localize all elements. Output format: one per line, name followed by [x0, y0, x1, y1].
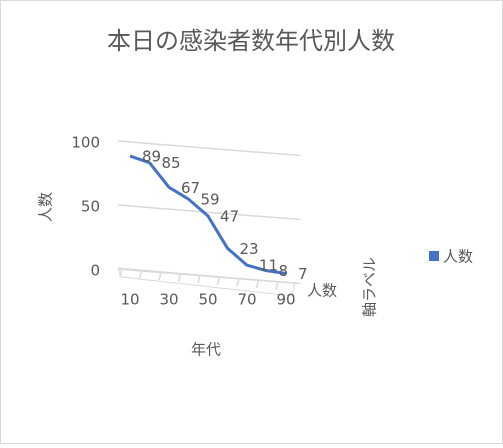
x-tick	[275, 281, 279, 290]
data-label: 89	[142, 148, 161, 166]
data-label: 59	[201, 191, 220, 209]
x-tick-label: 90	[276, 291, 295, 309]
grid-line	[117, 140, 301, 157]
data-label: 85	[162, 154, 181, 172]
x-tick-label: 10	[120, 291, 139, 309]
legend-label: 人数	[443, 248, 473, 266]
data-label: 67	[181, 179, 200, 197]
y-tick-label: 50	[81, 198, 100, 216]
depth-tick-label: 人数	[307, 282, 337, 300]
x-tick	[158, 271, 162, 281]
data-label: 23	[240, 240, 259, 258]
x-tick	[216, 276, 221, 285]
data-label: 47	[220, 208, 239, 226]
y-tick-label: 100	[71, 134, 100, 152]
grid-line	[117, 268, 301, 285]
x-tick	[255, 279, 260, 289]
x-tick	[119, 268, 123, 278]
data-label: 8	[279, 262, 289, 280]
x-tick	[138, 270, 143, 279]
legend-swatch	[429, 251, 439, 261]
x-axis-label: 年代	[191, 341, 221, 359]
data-label: 11	[259, 257, 278, 275]
y-tick-label: 0	[90, 262, 100, 280]
x-tick-label: 70	[237, 291, 256, 309]
x-tick	[236, 278, 240, 287]
line	[129, 154, 287, 275]
data-label: 7	[298, 265, 308, 283]
x-tick-label: 50	[198, 291, 217, 309]
x-tick-label: 30	[159, 291, 178, 309]
grid-line	[117, 204, 301, 221]
x-tick	[197, 275, 201, 284]
y-axis-label: 人数	[37, 192, 55, 222]
x-tick	[177, 273, 182, 282]
depth-axis-label: 軸ラベル	[361, 257, 379, 317]
chart-title: 本日の感染者数年代別人数	[107, 27, 395, 55]
